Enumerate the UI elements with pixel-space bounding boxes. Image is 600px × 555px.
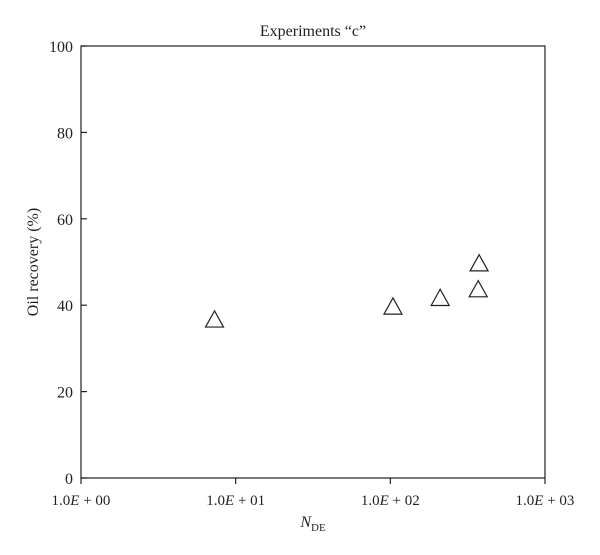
x-tick-label: 1.0E + 00 [52, 493, 111, 509]
data-point [468, 279, 489, 298]
y-tick-label: 0 [65, 471, 73, 488]
data-point [469, 253, 490, 272]
chart-title: Experiments “c” [260, 23, 366, 40]
y-axis-label: Oil recovery (%) [25, 208, 42, 316]
y-tick-label: 80 [57, 125, 73, 142]
plot-frame [80, 45, 546, 479]
x-tick-label: 1.0E + 01 [206, 493, 265, 509]
y-tick-label: 40 [57, 298, 73, 315]
x-axis-label: NDE [299, 514, 326, 534]
data-point [204, 309, 225, 328]
y-tick-label: 60 [57, 212, 73, 229]
x-tick-label: 1.0E + 03 [516, 493, 575, 509]
y-tick-label: 20 [57, 385, 73, 402]
data-point [430, 288, 451, 307]
data-point [382, 296, 403, 315]
data-points [204, 253, 490, 328]
y-tick-label: 100 [49, 39, 73, 56]
x-axis: 1.0E + 00 1.0E + 01 1.0E + 02 1.0E + 03 [52, 478, 575, 509]
y-axis: 0 20 40 60 80 100 [49, 39, 87, 488]
x-tick-label: 1.0E + 02 [361, 493, 420, 509]
